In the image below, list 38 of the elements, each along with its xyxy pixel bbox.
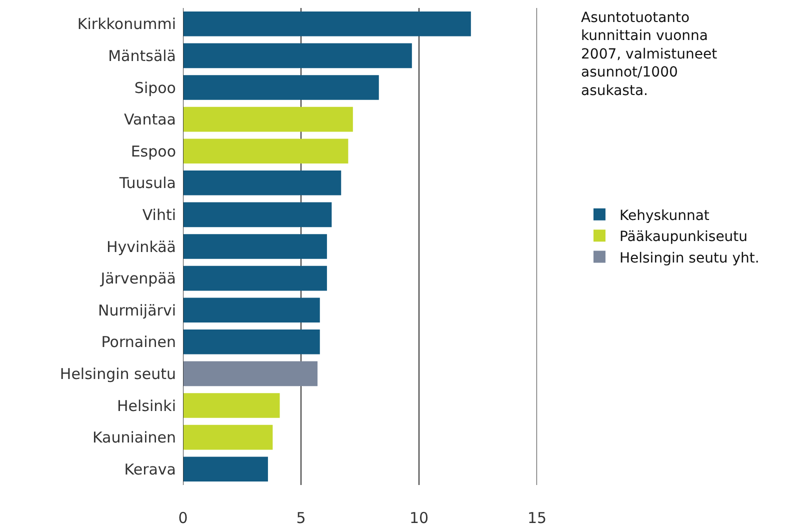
y-tick-label: Mäntsälä	[108, 46, 176, 65]
bar	[183, 298, 320, 322]
legend-label: Helsingin seutu yht.	[619, 250, 760, 266]
x-tick-label: 0	[178, 509, 188, 527]
bar	[183, 330, 320, 354]
y-tick-label: Järvenpää	[100, 270, 176, 288]
y-tick-label: Vihti	[142, 206, 176, 224]
bar	[183, 266, 327, 291]
x-tick-label: 10	[409, 509, 429, 527]
y-tick-label: Helsinki	[116, 396, 176, 415]
y-tick-label: Hyvinkää	[106, 238, 176, 256]
legend-label: Pääkaupunkiseutu	[619, 229, 748, 246]
legend-label: Kehyskunnat	[619, 208, 710, 224]
y-tick-label: Kerava	[124, 460, 176, 478]
text: Asuntotuotanto kunnittain vuonna 2007, valmistuneet asunnot/1000 asukasta.	[581, 10, 718, 99]
y-tick-label: Vantaa	[124, 110, 176, 129]
y-tick-label: Kirkkonummi	[77, 15, 176, 34]
bar	[183, 106, 353, 132]
y-tick-label: Pornainen	[101, 333, 176, 352]
y-tick-label: Helsingin seutu	[60, 364, 176, 383]
bar	[183, 393, 280, 418]
y-tick-label: Nurmijärvi	[98, 301, 176, 320]
x-tick-label: 15	[527, 509, 547, 527]
bar	[183, 75, 379, 100]
y-tick-label: Tuusula	[118, 174, 176, 192]
bar	[183, 234, 327, 259]
y-tick-label: Kauniainen	[92, 428, 176, 447]
bar	[183, 202, 332, 228]
bar	[183, 170, 342, 196]
bar	[183, 456, 268, 482]
y-tick-label: Espoo	[130, 142, 176, 160]
bar	[183, 424, 273, 450]
bar	[183, 12, 471, 36]
y-tick-label: Sipoo	[134, 78, 176, 97]
x-tick-label: 5	[296, 509, 306, 527]
bar	[183, 361, 318, 386]
bar	[183, 138, 348, 164]
bar	[183, 43, 412, 68]
